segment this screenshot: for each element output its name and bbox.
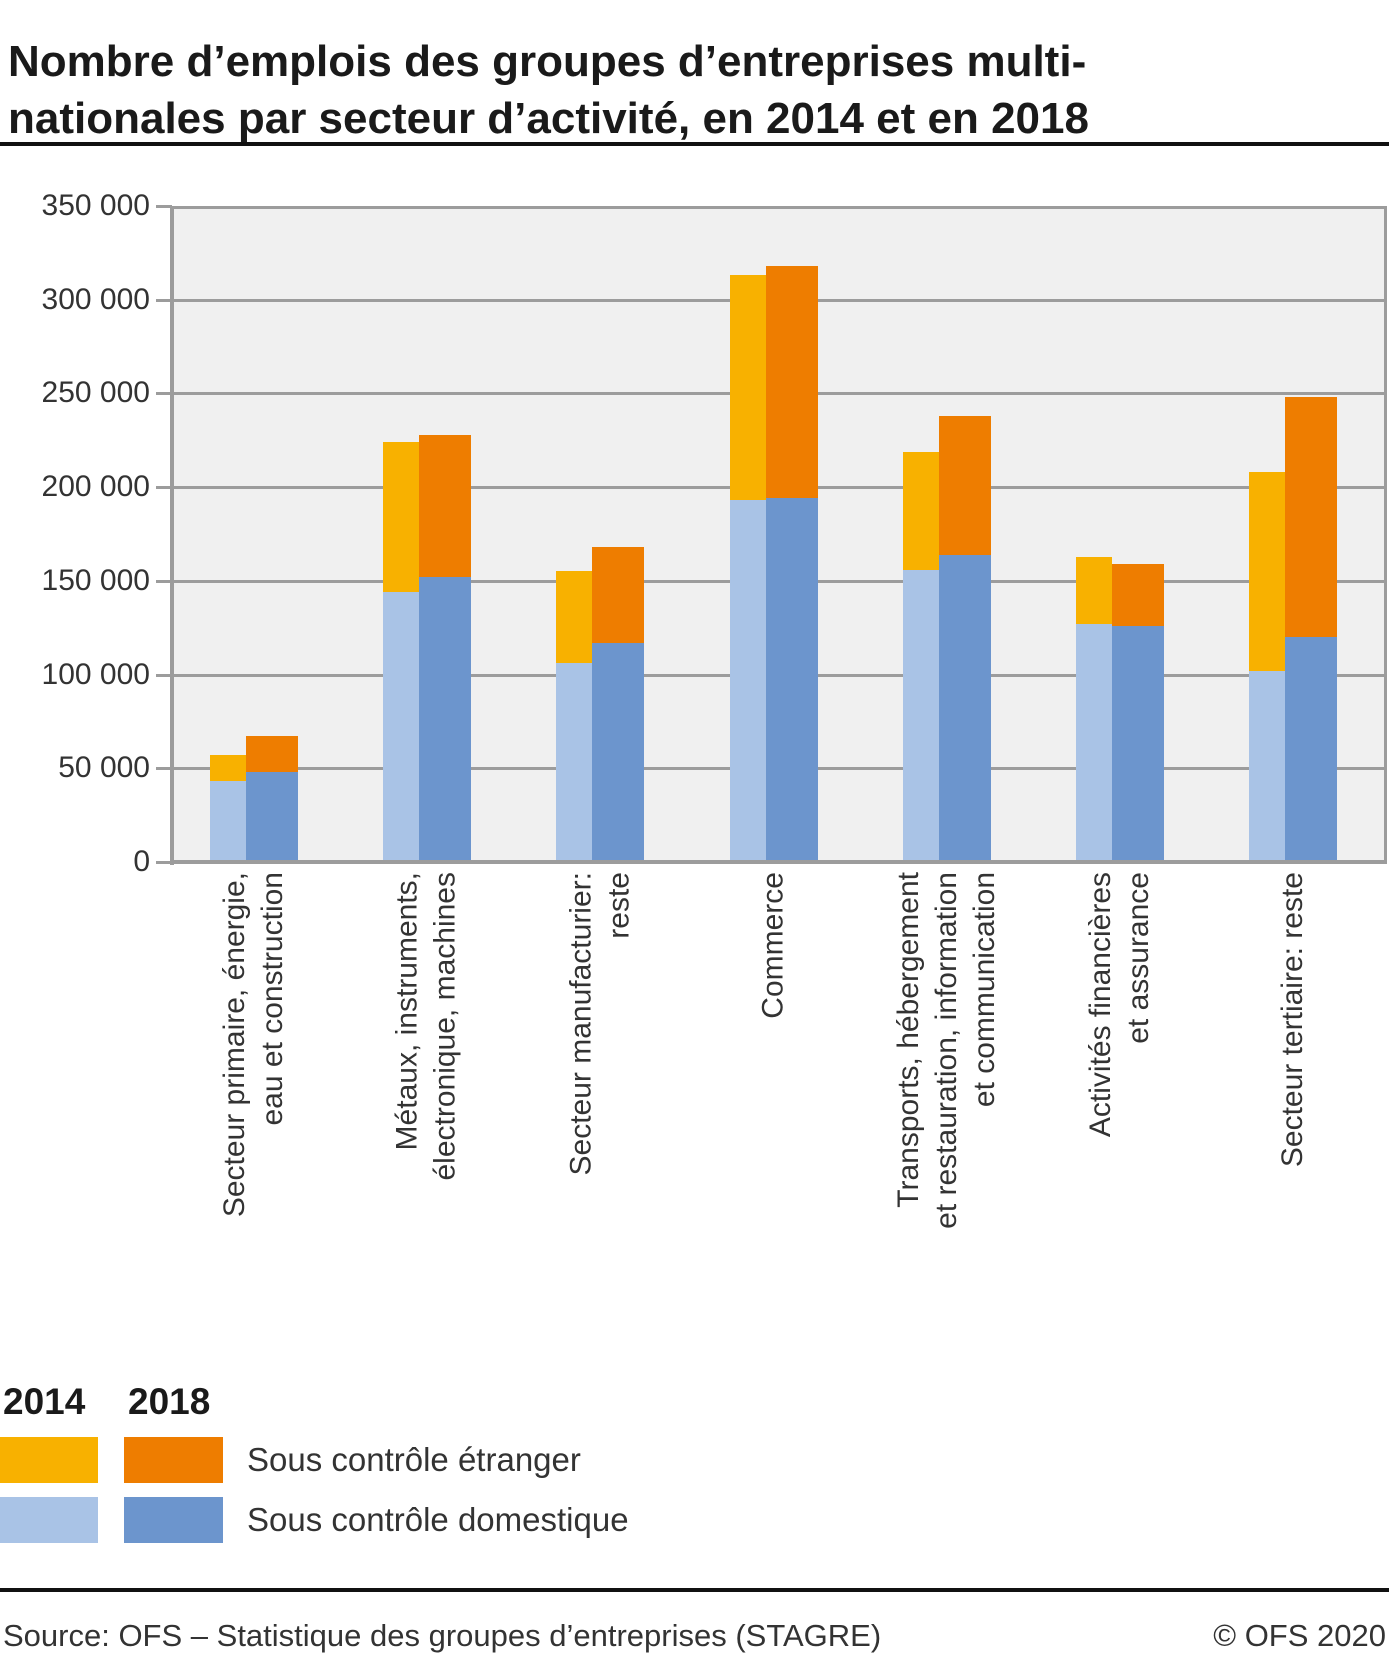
bar-domestic-2014-4 <box>903 570 939 862</box>
legend-swatch-etranger-2018 <box>124 1437 223 1483</box>
bar-foreign-2014-5 <box>1076 557 1112 624</box>
plot-right-border <box>1384 206 1387 862</box>
y-axis-line <box>170 206 174 865</box>
legend-swatch-etranger-2014 <box>0 1437 98 1483</box>
category-label: Commerce <box>755 872 793 1019</box>
bar-domestic-2018-0 <box>246 772 298 862</box>
bar-domestic-2018-5 <box>1112 626 1164 862</box>
bar-domestic-2018-6 <box>1285 637 1337 862</box>
bar-domestic-2014-5 <box>1076 624 1112 862</box>
bar-foreign-2018-6 <box>1285 397 1337 637</box>
y-axis-tick-label: 50 000 <box>58 751 150 784</box>
bar-foreign-2018-2 <box>592 547 644 643</box>
category-label-line: Activités financières <box>1084 872 1117 1138</box>
category-label-line: Secteur tertiaire: reste <box>1276 872 1309 1168</box>
category-label-line: reste <box>602 872 635 939</box>
chart-title-line-2: nationales par secteur d’activité, en 20… <box>8 94 1089 144</box>
y-axis-tick <box>156 674 172 677</box>
bar-domestic-2014-2 <box>556 663 592 862</box>
bar-foreign-2014-0 <box>210 755 246 781</box>
bar-foreign-2014-4 <box>903 452 939 570</box>
category-label-line: et assurance <box>1122 872 1155 1044</box>
bar-foreign-2018-1 <box>419 435 471 577</box>
gridline <box>172 206 1387 209</box>
bar-foreign-2014-1 <box>383 442 419 592</box>
bar-foreign-2014-3 <box>730 275 766 500</box>
bar-domestic-2018-1 <box>419 577 471 862</box>
bar-foreign-2018-4 <box>939 416 991 555</box>
y-axis-tick-label: 350 000 <box>41 189 150 222</box>
bar-domestic-2018-2 <box>592 643 644 862</box>
bar-foreign-2014-2 <box>556 571 592 663</box>
category-label-line: et communication <box>968 872 1001 1108</box>
category-label: Secteur primaire, énergie, eau et constru… <box>216 872 292 1217</box>
bar-foreign-2014-6 <box>1249 472 1285 671</box>
bar-domestic-2014-3 <box>730 500 766 862</box>
legend-swatch-domestique-2014 <box>0 1497 98 1543</box>
legend-label-etranger: Sous contrôle étranger <box>247 1441 581 1478</box>
y-axis-tick-label: 250 000 <box>41 376 150 409</box>
y-axis-tick <box>156 861 172 864</box>
y-axis-tick <box>156 486 172 489</box>
bar-foreign-2018-3 <box>766 266 818 498</box>
bar-foreign-2018-0 <box>246 736 298 772</box>
y-axis-tick <box>156 580 172 583</box>
legend-label-domestique: Sous contrôle domestique <box>247 1501 629 1538</box>
category-label-line: Secteur manufacturier: <box>564 872 597 1176</box>
y-axis-tick-label: 300 000 <box>41 283 150 316</box>
category-label-line: eau et construction <box>256 872 289 1126</box>
y-axis-tick-label: 0 <box>133 845 150 878</box>
category-label-line: électronique, machines <box>429 872 462 1181</box>
y-axis-tick <box>156 299 172 302</box>
bar-domestic-2014-6 <box>1249 671 1285 862</box>
category-label-line: Transports, hébergement <box>892 872 925 1208</box>
y-axis-tick-label: 150 000 <box>41 564 150 597</box>
title-divider <box>0 142 1389 146</box>
footer-source: Source: OFS – Statistique des groupes d’… <box>3 1618 882 1653</box>
bar-domestic-2014-1 <box>383 592 419 862</box>
bar-foreign-2018-5 <box>1112 564 1164 626</box>
bar-domestic-2018-3 <box>766 498 818 862</box>
footer-divider <box>0 1588 1389 1592</box>
category-label-line: Commerce <box>757 872 790 1019</box>
category-label-line: Métaux, instruments, <box>391 872 424 1151</box>
footer-copyright: © OFS 2020 <box>1213 1618 1386 1653</box>
y-axis-tick <box>156 205 172 208</box>
y-axis-tick-label: 200 000 <box>41 470 150 503</box>
category-label: Secteur tertiaire: reste <box>1274 872 1312 1167</box>
chart-title-line-1: Nombre d’emplois des groupes d’entrepris… <box>8 37 1087 87</box>
y-axis-tick <box>156 392 172 395</box>
y-axis-tick-label: 100 000 <box>41 658 150 691</box>
category-label: Transports, hébergement et restauration, … <box>890 872 1004 1229</box>
category-label-line: et restauration, information <box>930 872 963 1229</box>
y-axis-tick <box>156 767 172 770</box>
legend-year-2018: 2018 <box>128 1381 211 1422</box>
bar-domestic-2018-4 <box>939 555 991 862</box>
bar-domestic-2014-0 <box>210 781 246 862</box>
category-label: Activités financières et assurance <box>1082 872 1158 1137</box>
category-label-line: Secteur primaire, énergie, <box>218 872 251 1218</box>
plot-area <box>172 206 1387 862</box>
x-axis-line <box>170 860 1387 864</box>
chart-title: Nombre d’emplois des groupes d’entrepris… <box>8 33 1383 147</box>
legend-year-2014: 2014 <box>3 1381 86 1422</box>
legend-swatch-domestique-2018 <box>124 1497 223 1543</box>
category-label: Métaux, instruments, électronique, machin… <box>389 872 465 1181</box>
category-label: Secteur manufacturier: reste <box>562 872 638 1175</box>
